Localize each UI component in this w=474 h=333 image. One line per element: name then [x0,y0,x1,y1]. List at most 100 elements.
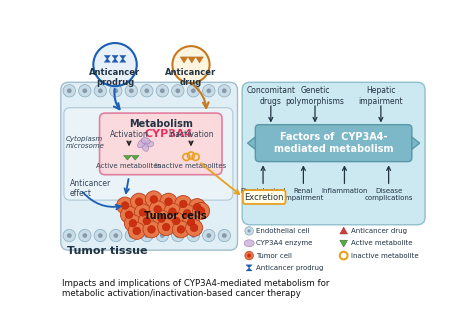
Circle shape [124,215,141,232]
Circle shape [147,225,155,233]
Circle shape [247,254,251,257]
Text: CYP3A4: CYP3A4 [145,129,193,139]
Circle shape [193,203,201,211]
Circle shape [109,229,122,242]
Circle shape [154,205,162,213]
Polygon shape [120,55,126,59]
Circle shape [164,198,173,205]
FancyBboxPatch shape [64,108,233,200]
Polygon shape [246,265,252,268]
Circle shape [202,229,215,242]
Circle shape [156,229,169,242]
Text: Endothelial cell: Endothelial cell [256,228,310,234]
Text: Factors of  CYP3A4-
mediated metabolism: Factors of CYP3A4- mediated metabolism [274,132,393,154]
Polygon shape [112,55,118,59]
Circle shape [207,89,211,93]
Polygon shape [412,137,419,149]
Polygon shape [340,240,347,247]
Text: Anticancer
effect: Anticancer effect [70,179,111,198]
Ellipse shape [137,140,145,148]
Text: Tumor tissue: Tumor tissue [67,246,147,256]
Polygon shape [247,137,255,149]
Text: CYP3A4 enzyme: CYP3A4 enzyme [256,240,312,246]
Text: Inactive metabolite: Inactive metabolite [351,252,418,258]
Circle shape [172,85,184,97]
Circle shape [113,89,118,93]
Circle shape [93,43,137,86]
Text: Concomitant
drugs: Concomitant drugs [246,86,295,106]
Polygon shape [188,57,196,63]
Circle shape [149,201,166,218]
Circle shape [218,229,230,242]
Text: Inactive metabolites: Inactive metabolites [155,163,227,169]
Text: Metabolism: Metabolism [129,119,193,129]
Circle shape [141,85,153,97]
Circle shape [82,89,87,93]
Circle shape [128,222,145,239]
Text: Hepatic
impairment: Hepatic impairment [358,86,403,106]
Circle shape [172,229,184,242]
FancyBboxPatch shape [242,82,425,225]
Circle shape [192,202,210,219]
Circle shape [133,227,141,235]
Circle shape [175,89,180,93]
Text: Active metabolite: Active metabolite [351,240,412,246]
Circle shape [143,217,151,225]
Circle shape [173,221,190,238]
Polygon shape [196,57,203,63]
Circle shape [191,89,196,93]
Circle shape [197,207,205,215]
Circle shape [173,217,180,225]
Polygon shape [112,58,118,62]
Circle shape [145,89,149,93]
Circle shape [160,89,164,93]
Polygon shape [104,55,110,59]
Polygon shape [131,156,139,160]
Circle shape [98,89,103,93]
Circle shape [183,209,191,217]
Circle shape [145,233,149,238]
Circle shape [247,229,251,232]
Text: Excretion: Excretion [244,192,283,201]
Circle shape [158,215,165,222]
Circle shape [168,212,185,229]
Circle shape [145,191,162,208]
Circle shape [173,46,210,83]
Text: Tumor cells: Tumor cells [144,210,207,220]
Circle shape [63,229,75,242]
Text: Cytoplasm
microsome: Cytoplasm microsome [65,136,104,149]
Circle shape [67,89,72,93]
Circle shape [245,227,254,235]
Circle shape [175,195,192,212]
Circle shape [129,219,137,227]
Circle shape [175,233,180,238]
Circle shape [153,210,170,227]
Circle shape [143,221,160,238]
Circle shape [222,233,227,238]
Text: Activation: Activation [109,130,148,139]
Text: Renal
impairment: Renal impairment [283,188,324,201]
Circle shape [186,219,202,236]
Polygon shape [246,268,252,271]
Polygon shape [124,156,131,160]
Polygon shape [104,58,110,62]
Circle shape [150,195,158,203]
Circle shape [109,85,122,97]
Circle shape [141,229,153,242]
Circle shape [163,223,170,231]
Text: Anticancer prodrug: Anticancer prodrug [256,265,323,271]
Circle shape [121,202,129,209]
Text: Physiological
conditions: Physiological conditions [240,188,286,201]
Circle shape [63,85,75,97]
Circle shape [179,205,196,222]
Circle shape [120,206,137,223]
Circle shape [135,204,152,221]
Ellipse shape [141,138,150,144]
Circle shape [67,233,72,238]
Circle shape [187,229,200,242]
Ellipse shape [145,141,154,147]
Circle shape [158,218,175,235]
Circle shape [94,229,107,242]
Text: Inactivation: Inactivation [168,130,214,139]
Circle shape [129,89,134,93]
